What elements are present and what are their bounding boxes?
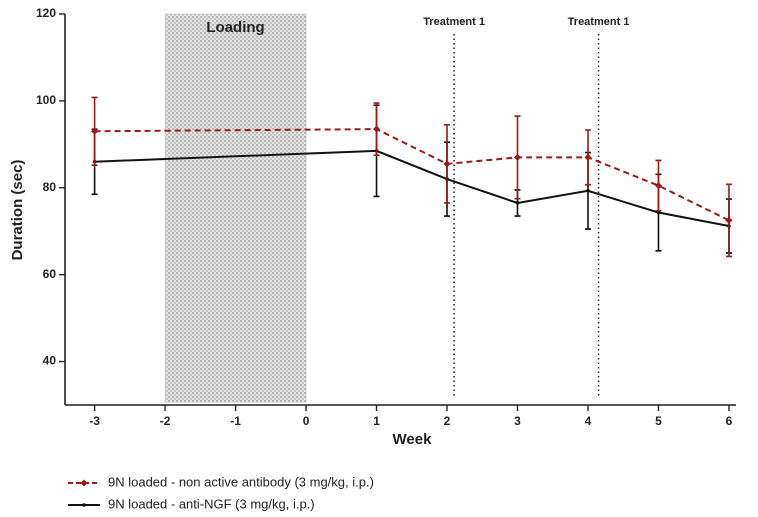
data-point bbox=[443, 160, 451, 168]
treatment-label: Treatment 1 bbox=[568, 16, 630, 28]
data-point bbox=[515, 201, 520, 205]
legend-marker bbox=[82, 503, 86, 507]
legend-label: 9N loaded - non active antibody (3 mg/kg… bbox=[108, 474, 374, 489]
data-point bbox=[656, 210, 661, 215]
x-tick-label: 0 bbox=[303, 414, 310, 428]
y-tick-label: 60 bbox=[43, 267, 57, 281]
y-tick-label: 120 bbox=[36, 6, 56, 20]
x-tick-label: 2 bbox=[444, 414, 451, 428]
x-axis-title: Week bbox=[393, 431, 433, 448]
treatment-label: Treatment 1 bbox=[423, 16, 485, 28]
loading-region bbox=[164, 13, 307, 403]
x-tick-label: -3 bbox=[89, 414, 100, 428]
x-tick-label: -1 bbox=[230, 414, 241, 428]
data-point bbox=[514, 153, 522, 161]
x-tick-label: -2 bbox=[160, 414, 171, 428]
y-tick-label: 100 bbox=[36, 93, 56, 107]
y-axis-title: Duration (sec) bbox=[9, 160, 26, 261]
x-tick-label: 1 bbox=[373, 414, 380, 428]
y-tick-label: 80 bbox=[43, 180, 57, 194]
x-tick-label: 3 bbox=[514, 414, 521, 428]
data-point bbox=[654, 182, 662, 190]
legend-label: 9N loaded - anti-NGF (3 mg/kg, i.p.) bbox=[108, 496, 315, 511]
data-point bbox=[586, 189, 590, 193]
legend-marker bbox=[80, 479, 88, 487]
data-point bbox=[373, 125, 381, 133]
x-tick-label: 4 bbox=[585, 414, 592, 428]
data-point bbox=[725, 216, 733, 224]
y-tick-label: 40 bbox=[43, 354, 57, 368]
loading-label: Loading bbox=[206, 19, 264, 36]
data-point bbox=[91, 127, 99, 135]
x-tick-label: 6 bbox=[726, 414, 733, 428]
data-point bbox=[584, 153, 592, 161]
x-tick-label: 5 bbox=[655, 414, 662, 428]
